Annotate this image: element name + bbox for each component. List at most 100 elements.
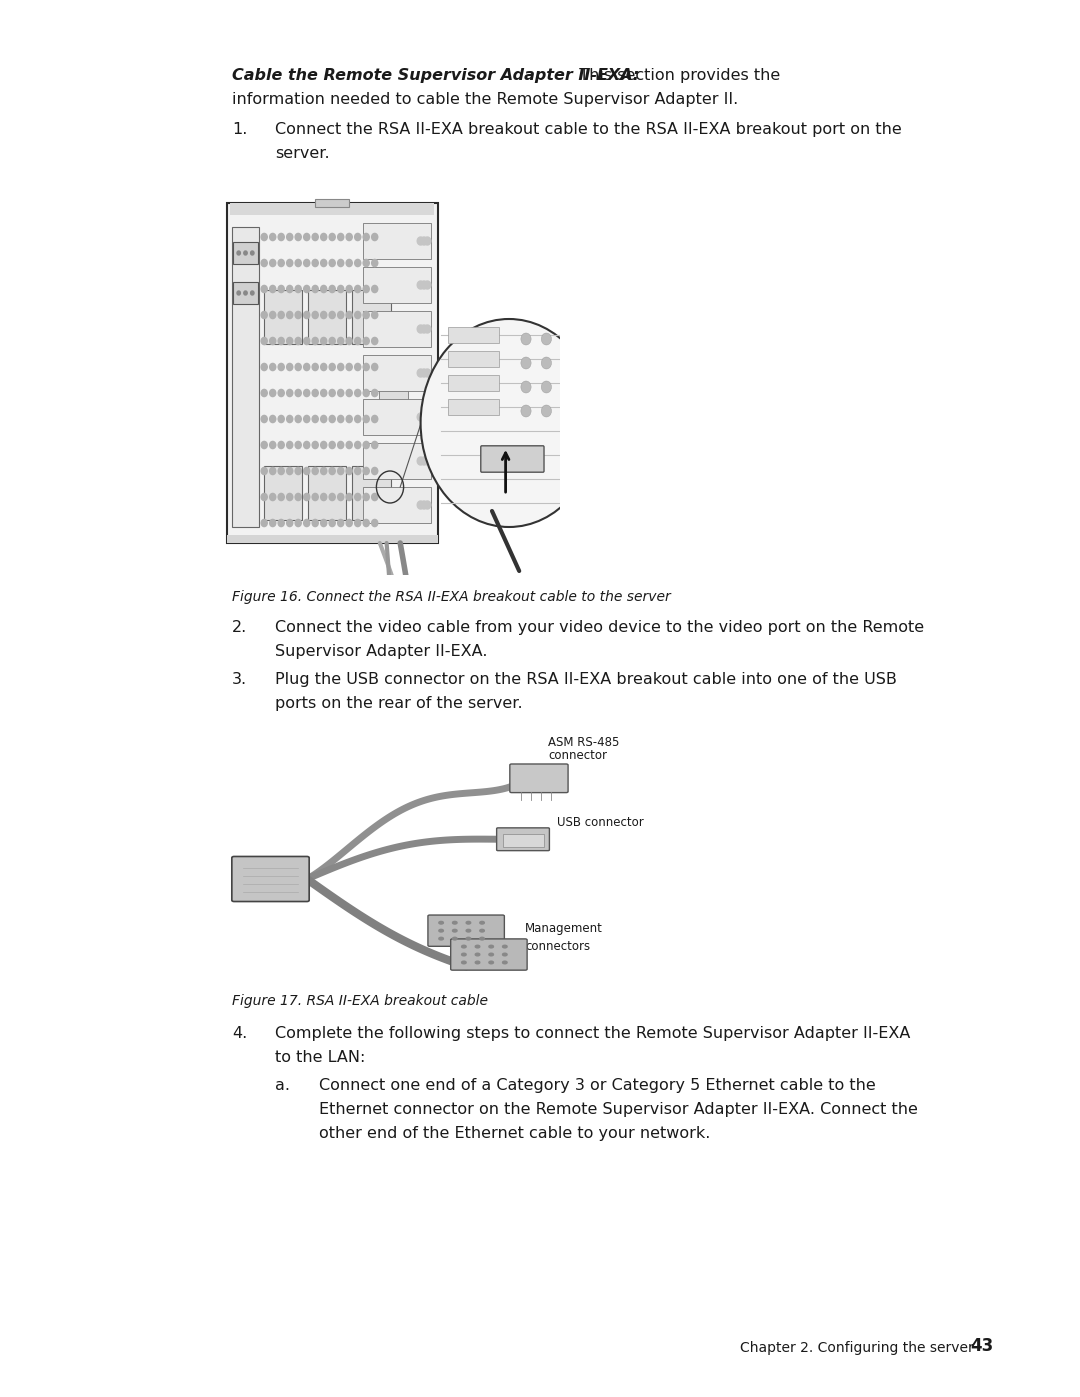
Circle shape <box>502 961 508 964</box>
Circle shape <box>261 520 267 527</box>
Circle shape <box>338 285 343 292</box>
Circle shape <box>461 946 467 949</box>
Circle shape <box>312 390 319 397</box>
Circle shape <box>321 363 327 370</box>
Circle shape <box>286 520 293 527</box>
Circle shape <box>363 468 369 475</box>
Circle shape <box>354 233 361 240</box>
Circle shape <box>237 251 241 256</box>
FancyBboxPatch shape <box>352 467 391 520</box>
Circle shape <box>295 312 301 319</box>
Circle shape <box>295 520 301 527</box>
Text: Chapter 2. Configuring the server: Chapter 2. Configuring the server <box>740 1341 973 1355</box>
Circle shape <box>261 493 267 500</box>
Circle shape <box>303 233 310 240</box>
Circle shape <box>237 291 241 295</box>
Circle shape <box>303 441 310 448</box>
Text: 43: 43 <box>970 1337 994 1355</box>
Circle shape <box>480 937 484 940</box>
FancyBboxPatch shape <box>315 198 349 207</box>
Circle shape <box>329 520 335 527</box>
FancyBboxPatch shape <box>264 291 302 344</box>
Circle shape <box>261 260 267 267</box>
Circle shape <box>521 405 531 416</box>
Circle shape <box>424 237 431 244</box>
Circle shape <box>321 493 327 500</box>
Circle shape <box>295 441 301 448</box>
Circle shape <box>279 285 284 292</box>
Circle shape <box>321 312 327 319</box>
Circle shape <box>329 312 335 319</box>
Circle shape <box>424 326 431 332</box>
Circle shape <box>312 260 319 267</box>
FancyBboxPatch shape <box>352 291 391 344</box>
Circle shape <box>270 285 275 292</box>
Text: 2.: 2. <box>232 620 247 636</box>
Circle shape <box>372 520 378 527</box>
Circle shape <box>338 260 343 267</box>
Text: Ethernet connector on the Remote Supervisor Adapter II-EXA. Connect the: Ethernet connector on the Remote Supervi… <box>319 1102 918 1118</box>
Text: Plug the USB connector on the RSA II-EXA breakout cable into one of the USB: Plug the USB connector on the RSA II-EXA… <box>275 672 897 687</box>
Circle shape <box>295 493 301 500</box>
FancyBboxPatch shape <box>510 764 568 792</box>
Circle shape <box>372 285 378 292</box>
Circle shape <box>270 415 275 423</box>
Circle shape <box>303 363 310 370</box>
Circle shape <box>270 363 275 370</box>
Text: 1.: 1. <box>232 122 247 137</box>
Text: a.: a. <box>275 1078 291 1092</box>
Circle shape <box>363 363 369 370</box>
FancyBboxPatch shape <box>577 310 602 335</box>
FancyBboxPatch shape <box>502 834 543 847</box>
Circle shape <box>372 441 378 448</box>
Circle shape <box>354 441 361 448</box>
Text: Figure 17. RSA II-EXA breakout cable: Figure 17. RSA II-EXA breakout cable <box>232 995 488 1009</box>
Circle shape <box>270 390 275 397</box>
Circle shape <box>312 493 319 500</box>
Circle shape <box>321 415 327 423</box>
FancyBboxPatch shape <box>448 374 499 391</box>
Circle shape <box>261 338 267 345</box>
Circle shape <box>461 953 467 956</box>
Circle shape <box>329 390 335 397</box>
Circle shape <box>417 237 424 244</box>
Circle shape <box>270 233 275 240</box>
Circle shape <box>338 363 343 370</box>
Circle shape <box>521 332 531 345</box>
FancyBboxPatch shape <box>497 828 550 851</box>
Circle shape <box>321 441 327 448</box>
Circle shape <box>417 457 424 465</box>
FancyBboxPatch shape <box>363 355 431 391</box>
Circle shape <box>286 493 293 500</box>
Circle shape <box>279 233 284 240</box>
FancyBboxPatch shape <box>335 750 360 775</box>
Circle shape <box>261 415 267 423</box>
Circle shape <box>420 281 428 289</box>
Text: This section provides the: This section provides the <box>569 68 781 82</box>
Circle shape <box>251 251 254 256</box>
Circle shape <box>346 233 352 240</box>
Circle shape <box>372 233 378 240</box>
Circle shape <box>329 415 335 423</box>
Text: Figure 16. Connect the RSA II-EXA breakout cable to the server: Figure 16. Connect the RSA II-EXA breako… <box>232 590 671 604</box>
Text: Supervisor Adapter II-EXA.: Supervisor Adapter II-EXA. <box>275 644 488 659</box>
Circle shape <box>312 285 319 292</box>
Circle shape <box>261 468 267 475</box>
Circle shape <box>329 285 335 292</box>
Circle shape <box>303 493 310 500</box>
Circle shape <box>475 946 480 949</box>
Circle shape <box>372 390 378 397</box>
Circle shape <box>417 502 424 509</box>
FancyBboxPatch shape <box>264 467 302 520</box>
Circle shape <box>420 457 428 465</box>
Circle shape <box>354 260 361 267</box>
Circle shape <box>279 441 284 448</box>
Text: to the LAN:: to the LAN: <box>275 1051 366 1065</box>
FancyBboxPatch shape <box>232 282 258 305</box>
Circle shape <box>286 233 293 240</box>
Circle shape <box>295 338 301 345</box>
Circle shape <box>346 415 352 423</box>
Circle shape <box>338 441 343 448</box>
Circle shape <box>338 390 343 397</box>
Circle shape <box>346 363 352 370</box>
